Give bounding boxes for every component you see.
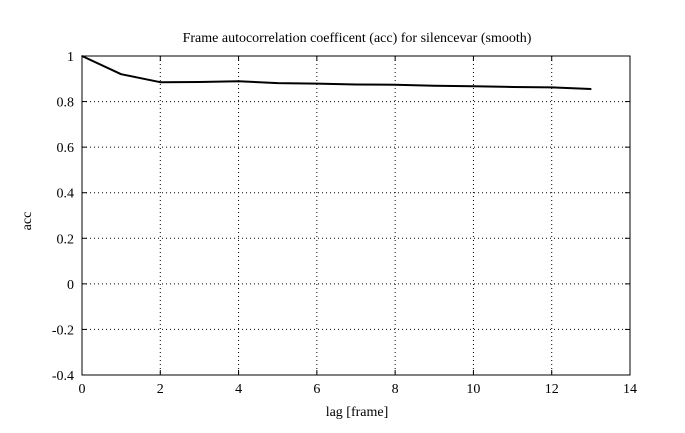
chart-title: Frame autocorrelation coefficent (acc) f… — [183, 31, 532, 46]
x-tick-label: 4 — [235, 382, 242, 397]
data-point — [81, 55, 83, 57]
x-tick-label: 8 — [392, 382, 399, 397]
y-axis-label: acc — [20, 212, 35, 231]
data-point — [237, 80, 240, 83]
ticks: 0 2 4 6 8 10 12 14 1 0.8 0.6 0.4 0.2 0 -0.2 -0.4 — [52, 50, 637, 397]
y-tick-label: 0.6 — [57, 141, 75, 156]
data-point — [198, 81, 201, 83]
data-point — [433, 85, 436, 87]
y-tick-label: 0.8 — [57, 96, 75, 111]
x-tick-label: 0 — [79, 382, 86, 397]
series-layer — [81, 55, 592, 90]
y-tick-label: 0.4 — [57, 187, 75, 202]
data-point — [355, 83, 357, 86]
x-tick-label: 6 — [313, 382, 320, 397]
data-point — [316, 82, 318, 85]
y-tick-label: 1 — [67, 50, 74, 65]
data-point — [159, 81, 162, 84]
data-point — [276, 82, 279, 84]
y-tick-label: 0.2 — [57, 232, 75, 247]
data-point — [511, 86, 514, 88]
data-point — [472, 85, 475, 88]
y-tick-label: -0.4 — [52, 369, 74, 384]
data-point — [550, 86, 553, 89]
grid — [82, 56, 630, 375]
x-axis-label: lag [frame] — [326, 405, 389, 420]
data-point — [590, 88, 592, 90]
x-tick-label: 12 — [545, 382, 559, 397]
y-tick-label: -0.2 — [52, 323, 74, 338]
plot-frame — [81, 55, 631, 376]
y-tick-label: 0 — [67, 278, 74, 293]
x-tick-label: 2 — [157, 382, 164, 397]
series-line — [81, 55, 591, 90]
x-tick-label: 14 — [623, 382, 637, 397]
x-tick-label: 10 — [466, 382, 480, 397]
data-point — [120, 73, 122, 76]
data-point — [394, 83, 396, 86]
